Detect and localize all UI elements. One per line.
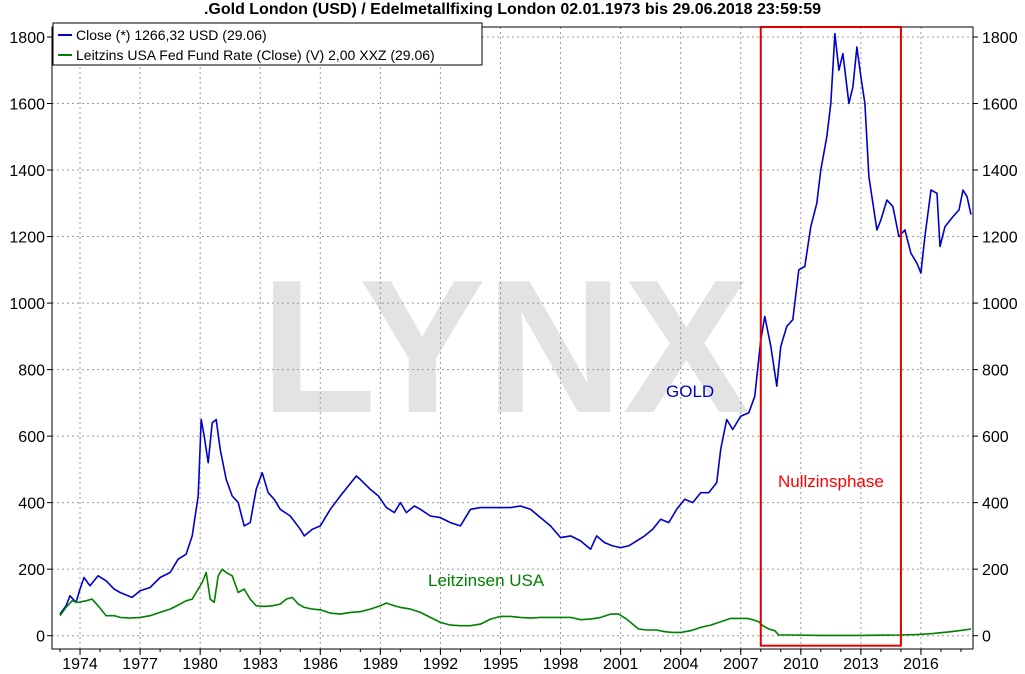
x-tick-label: 2004 <box>663 656 699 673</box>
x-tick-label: 1998 <box>543 656 579 673</box>
x-tick-label: 2001 <box>603 656 639 673</box>
x-tick-label: 1986 <box>302 656 338 673</box>
y-axis-left: 0 200 400 600 800 1000 1200 1400 1600 1800 <box>9 30 52 646</box>
y-tick-label-left: 800 <box>18 363 45 380</box>
x-tick-label: 2007 <box>723 656 759 673</box>
series-line-0 <box>59 32 972 615</box>
y-tick-label-left: 1000 <box>9 296 45 313</box>
x-tick-label: 2013 <box>843 656 879 673</box>
y-tick-label-right: 200 <box>982 562 1009 579</box>
y-tick-label-right: 1600 <box>982 97 1018 114</box>
x-tick-label: 1992 <box>423 656 459 673</box>
grid <box>52 27 973 649</box>
y-tick-label-right: 400 <box>982 496 1009 513</box>
y-tick-label-left: 1400 <box>9 163 45 180</box>
series-layer <box>59 32 972 637</box>
x-tick-label: 1983 <box>242 656 278 673</box>
x-tick-label: 1974 <box>62 656 98 673</box>
y-axis-right: 0 200 400 600 800 1000 1200 1400 1600 1800 <box>973 30 1018 646</box>
x-tick-label: 1995 <box>483 656 519 673</box>
x-tick-label: 1980 <box>182 656 218 673</box>
y-tick-label-right: 800 <box>982 363 1009 380</box>
x-tick-label: 1977 <box>122 656 158 673</box>
watermark: LYNX <box>260 241 749 453</box>
gold-annotation: GOLD <box>666 382 714 401</box>
y-tick-label-right: 1000 <box>982 296 1018 313</box>
legend-label-leitzins: Leitzins USA Fed Fund Rate (Close) (V) 2… <box>76 47 435 63</box>
y-tick-label-right: 0 <box>982 629 991 646</box>
nullzins-annotation: Nullzinsphase <box>778 472 884 491</box>
y-tick-label-left: 600 <box>18 429 45 446</box>
plot-frame <box>51 26 974 650</box>
y-tick-label-left: 0 <box>36 629 45 646</box>
y-tick-label-left: 400 <box>18 496 45 513</box>
y-tick-label-left: 1800 <box>9 30 45 47</box>
x-tick-label: 1989 <box>363 656 399 673</box>
x-tick-label: 2010 <box>783 656 819 673</box>
y-tick-label-left: 1200 <box>9 230 45 247</box>
x-axis: 1974 1977 1980 1983 1986 1989 1992 1995 1998 2001… <box>59 649 962 673</box>
y-tick-label-right: 1200 <box>982 230 1018 247</box>
y-tick-label-right: 600 <box>982 429 1009 446</box>
nullzins-highlight-box <box>759 26 902 647</box>
legend-label-gold: Close (*) 1266,32 USD (29.06) <box>76 27 267 43</box>
legend: Close (*) 1266,32 USD (29.06) Leitzins U… <box>52 22 483 66</box>
x-tick-label: 2016 <box>903 656 939 673</box>
series-line-1 <box>59 568 972 637</box>
y-tick-label-left: 200 <box>18 562 45 579</box>
leitzins-annotation: Leitzinsen USA <box>428 571 545 590</box>
y-tick-label-right: 1400 <box>982 163 1018 180</box>
legend-box <box>52 22 483 66</box>
y-tick-label-left: 1600 <box>9 97 45 114</box>
y-tick-label-right: 1800 <box>982 30 1018 47</box>
chart-title: .Gold London (USD) / Edelmetallfixing Lo… <box>203 1 822 18</box>
